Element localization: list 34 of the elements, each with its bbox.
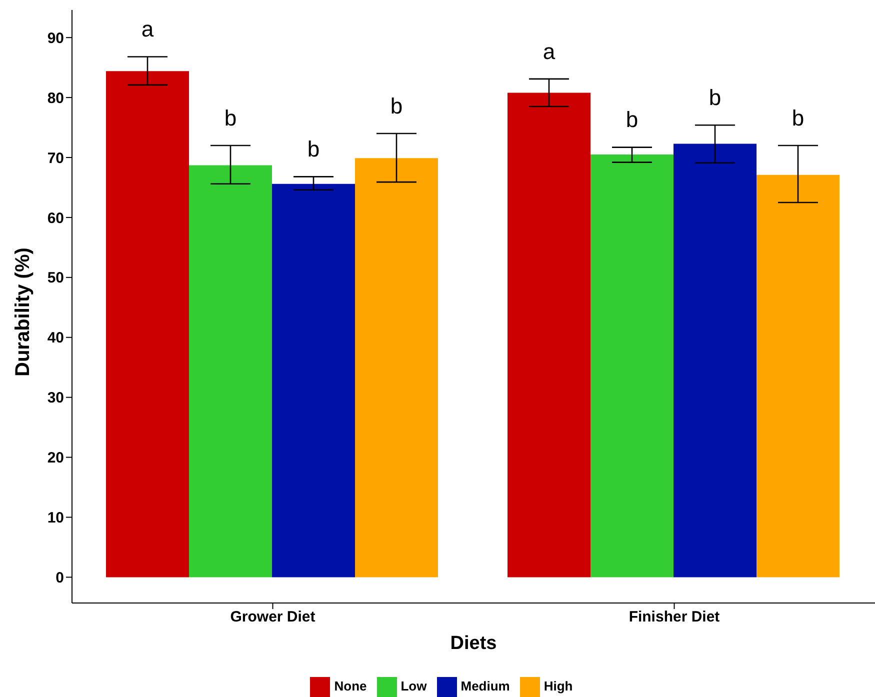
y-tick-label: 50: [47, 270, 64, 287]
y-tick-label: 40: [47, 330, 64, 347]
y-tick-label: 80: [47, 90, 64, 107]
bar: [674, 144, 756, 578]
annotation: a: [542, 38, 556, 64]
bar: [355, 158, 438, 578]
bar: [189, 165, 272, 578]
bar: [756, 174, 840, 578]
y-tick-label: 60: [47, 210, 64, 227]
x-tick-label: Finisher Diet: [628, 608, 720, 626]
legend-label: Low: [400, 678, 427, 694]
annotation: b: [708, 84, 722, 110]
annotation: b: [224, 105, 237, 130]
legend-label: High: [544, 678, 573, 694]
y-tick-label: 20: [47, 450, 64, 467]
bar: [272, 184, 355, 578]
legend-label: None: [334, 678, 367, 694]
annotation: b: [792, 105, 804, 130]
annotation: a: [141, 16, 154, 42]
y-tick-label: 10: [47, 510, 64, 527]
bar: [106, 71, 189, 578]
y-tick-label: 70: [47, 150, 64, 167]
x-axis-title: Diets: [450, 633, 497, 654]
x-tick-label: Grower Diet: [230, 608, 316, 626]
bar: [508, 92, 590, 578]
y-tick-label: 0: [56, 570, 64, 587]
annotation: b: [390, 93, 403, 118]
y-tick-label: 90: [47, 30, 64, 47]
annotation: b: [626, 107, 638, 132]
legend-label: Medium: [460, 678, 510, 694]
bar: [590, 154, 674, 578]
y-axis-title: Durability (%): [12, 248, 34, 376]
y-tick-label: 30: [47, 390, 64, 407]
annotation: b: [307, 136, 320, 162]
